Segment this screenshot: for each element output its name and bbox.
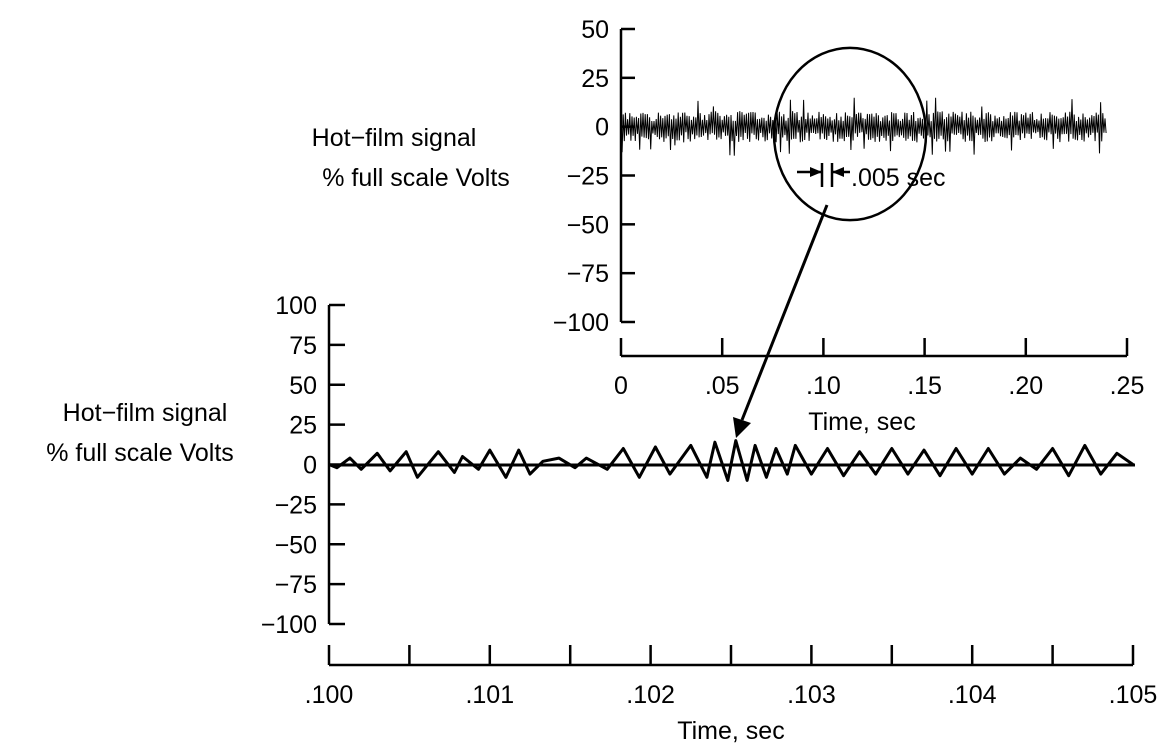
- overview-y-tick-label: 50: [581, 16, 609, 44]
- zoom-y-tick-label: 0: [303, 452, 317, 480]
- overview-y-tick-label: −50: [567, 211, 609, 239]
- overview-x-axis: 0 .05 .10 .15 .20 .25: [614, 338, 1144, 400]
- overview-y-axis-title-line2: % full scale Volts: [322, 164, 510, 192]
- overview-y-tick-label: −100: [553, 309, 609, 337]
- overview-signal-trace: [620, 97, 1107, 156]
- zoom-x-tick-label: .103: [787, 681, 836, 709]
- zoom-y-tick-label: 100: [275, 292, 317, 320]
- overview-x-tick-label: .25: [1110, 372, 1145, 400]
- zoom-y-tick-label: 25: [289, 412, 317, 440]
- zoom-y-tick-label: −50: [275, 531, 317, 559]
- zoom-y-axis-title-line1: Hot−film signal: [63, 399, 228, 427]
- interval-marker: [797, 163, 850, 187]
- zoom-y-tick-label: −25: [275, 491, 317, 519]
- zoom-circle: [772, 46, 928, 222]
- overview-x-tick-label: .20: [1008, 372, 1043, 400]
- overview-y-tick-label: −75: [567, 260, 609, 288]
- zoom-y-tick-label: −75: [275, 571, 317, 599]
- zoom-y-tick-label: 50: [289, 372, 317, 400]
- overview-y-tick-label: 0: [595, 114, 609, 142]
- zoom-signal-trace: [328, 439, 1134, 482]
- zoom-x-tick-label: .101: [465, 681, 514, 709]
- zoom-x-tick-label: .100: [305, 681, 354, 709]
- zoom-arrow: [733, 204, 829, 438]
- overview-y-axis-title-line1: Hot−film signal: [312, 124, 477, 152]
- overview-x-tick-label: .15: [907, 372, 942, 400]
- overview-x-tick-label: .05: [705, 372, 740, 400]
- overview-x-tick-label: 0: [614, 372, 628, 400]
- overview-x-axis-title: Time, sec: [808, 408, 915, 436]
- overview-x-tick-label: .10: [806, 372, 841, 400]
- zoom-y-axis: 100 75 50 25 0 −25 −50 −75 −100: [261, 292, 345, 639]
- overview-y-axis: 50 25 0 −25 −50 −75 −100: [553, 16, 635, 337]
- zoom-x-tick-label: .105: [1109, 681, 1158, 709]
- zoom-x-axis: .100 .101 .102 .103 .104 .105: [305, 645, 1158, 709]
- overview-y-tick-label: −25: [567, 163, 609, 191]
- interval-label: .005 sec: [851, 164, 946, 192]
- zoom-x-tick-label: .104: [948, 681, 997, 709]
- zoom-x-axis-title: Time, sec: [677, 717, 784, 745]
- zoom-y-tick-label: 75: [289, 332, 317, 360]
- zoom-y-tick-label: −100: [261, 611, 317, 639]
- zoom-y-axis-title-line2: % full scale Volts: [46, 439, 234, 467]
- overview-chart: 50 25 0 −25 −50 −75 −100 0 .05 .10 .15 .20 .25 Hot−…: [312, 16, 1145, 436]
- zoom-x-tick-label: .102: [626, 681, 675, 709]
- overview-y-tick-label: 25: [581, 65, 609, 93]
